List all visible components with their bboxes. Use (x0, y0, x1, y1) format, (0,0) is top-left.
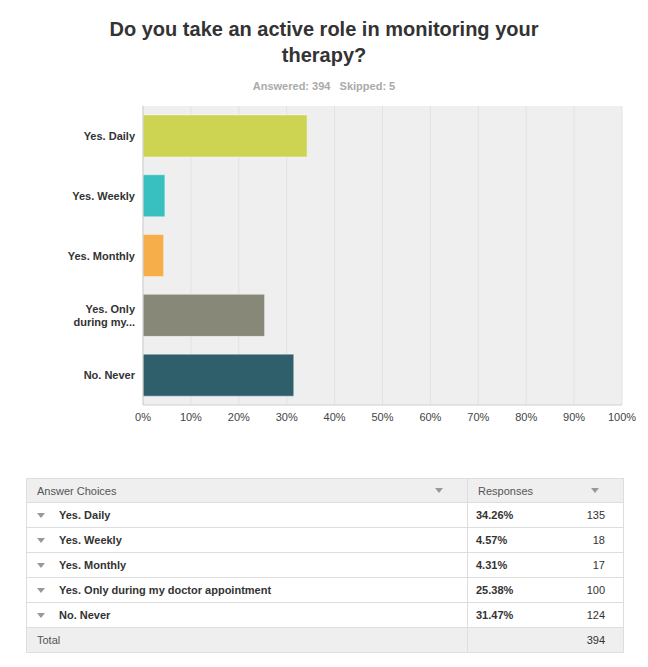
html-text:Total: Total (37, 634, 61, 646)
html-text:Yes. Only during my doctor app: Yes. Only during my doctor appointment (59, 584, 272, 596)
html-text:4.57%: 4.57% (476, 534, 508, 546)
html-text:124: 124 (586, 609, 605, 621)
html-text:Yes. Daily: Yes. Daily (59, 509, 111, 521)
html-text:25.38%: 25.38% (476, 584, 514, 596)
html-text:100: 100 (586, 584, 605, 596)
html-text:Yes. Weekly: Yes. Weekly (59, 534, 122, 546)
html-text:Answer Choices: Answer Choices (37, 484, 117, 497)
svg-text:No. Never: No. Never (84, 369, 136, 381)
html-text:Do you take an active role in: Do you take an active role in monitoring… (109, 18, 539, 66)
svg-text:70%: 70% (467, 411, 489, 423)
html-text:Answered: 394 Skipped: 5: Answered: 394 Skipped: 5 (252, 80, 396, 92)
html-text:135: 135 (586, 509, 605, 521)
html-text:34.26%: 34.26% (476, 509, 514, 521)
svg-text:100%: 100% (608, 411, 636, 423)
svg-text:0%: 0% (135, 411, 151, 423)
svg-text:50%: 50% (371, 411, 393, 423)
svg-text:10%: 10% (180, 411, 202, 423)
svg-text:30%: 30% (276, 411, 298, 423)
html-text:31.47%: 31.47% (476, 609, 514, 621)
html-text:4.31%: 4.31% (476, 559, 508, 571)
html-text:17: 17 (592, 559, 605, 571)
svg-text:20%: 20% (228, 411, 250, 423)
html-text:Responses: Responses (478, 484, 533, 497)
html-text:394: 394 (586, 634, 605, 646)
svg-text:60%: 60% (419, 411, 441, 423)
html-text:No. Never: No. Never (59, 609, 111, 621)
svg-text:Yes. Weekly: Yes. Weekly (72, 190, 136, 202)
svg-text:80%: 80% (515, 411, 537, 423)
svg-text:Yes. Onlyduring my...: Yes. Onlyduring my... (73, 303, 135, 328)
svg-text:Yes. Monthly: Yes. Monthly (68, 250, 136, 262)
svg-text:90%: 90% (563, 411, 585, 423)
svg-text:Yes. Daily: Yes. Daily (84, 130, 136, 142)
svg-text:40%: 40% (324, 411, 346, 423)
html-text:Yes. Monthly: Yes. Monthly (59, 559, 127, 571)
html-text:18: 18 (592, 534, 605, 546)
